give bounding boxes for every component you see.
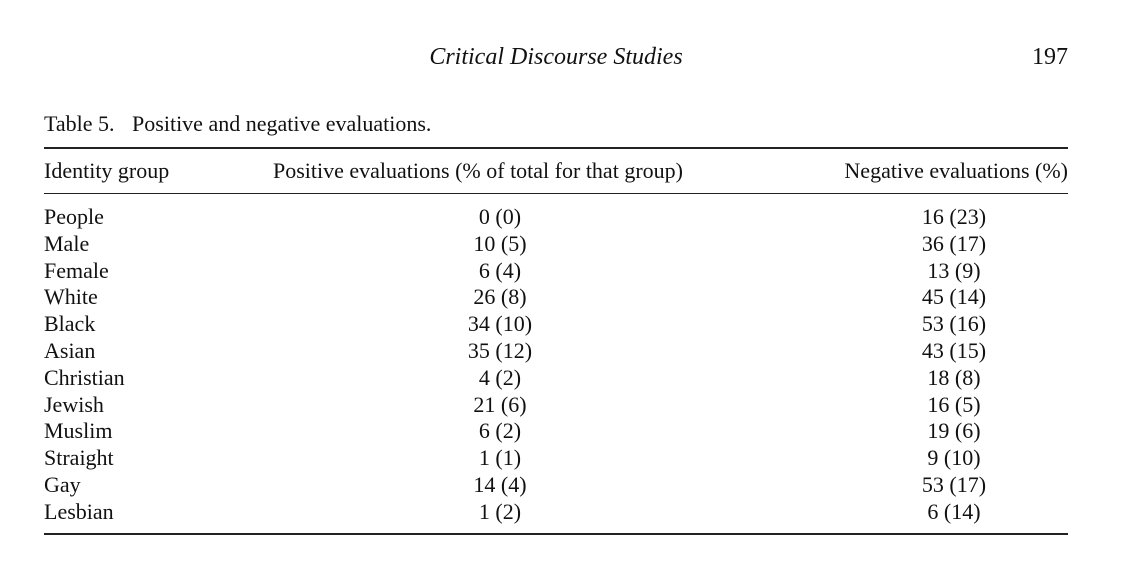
identity-group-cell: Gay bbox=[44, 471, 81, 497]
identity-group-cell: Lesbian bbox=[44, 498, 114, 524]
table-row: Christian 4 (2) 18 (8) bbox=[44, 365, 1068, 392]
negative-evaluations-cell: 18 (8) bbox=[927, 364, 981, 390]
negative-evaluations-cell: 16 (5) bbox=[927, 391, 981, 417]
negative-evaluations-cell: 45 (14) bbox=[921, 284, 987, 310]
positive-evaluations-cell: 21 (6) bbox=[473, 391, 527, 417]
positive-evaluations-cell: 35 (12) bbox=[467, 337, 533, 363]
positive-evaluations-cell: 1 (2) bbox=[478, 498, 522, 524]
table-row: Jewish 21 (6) 16 (5) bbox=[44, 392, 1068, 419]
positive-evaluations-cell: 10 (5) bbox=[473, 230, 527, 256]
identity-group-cell: White bbox=[44, 284, 98, 310]
table-row: Black 34 (10) 53 (16) bbox=[44, 311, 1068, 338]
table-row: White 26 (8) 45 (14) bbox=[44, 284, 1068, 311]
identity-group-cell: People bbox=[44, 204, 104, 229]
negative-evaluations-cell: 6 (14) bbox=[927, 498, 981, 524]
negative-evaluations-cell: 9 (10) bbox=[927, 445, 981, 471]
table-row: Gay 14 (4) 53 (17) bbox=[44, 472, 1068, 499]
table-header-rule bbox=[44, 193, 1068, 194]
table-label: Table 5. bbox=[44, 111, 115, 136]
negative-evaluations-cell: 53 (17) bbox=[921, 471, 987, 497]
identity-group-cell: Straight bbox=[44, 445, 114, 471]
table-row: People 0 (0) 16 (23) bbox=[44, 204, 1068, 231]
identity-group-cell: Christian bbox=[44, 364, 125, 390]
positive-evaluations-cell: 0 (0) bbox=[478, 204, 522, 229]
negative-evaluations-cell: 43 (15) bbox=[921, 337, 987, 363]
table-caption: Table 5. Positive and negative evaluatio… bbox=[44, 109, 431, 139]
table-bottom-rule bbox=[44, 533, 1068, 535]
table-row: Lesbian 1 (2) 6 (14) bbox=[44, 499, 1068, 526]
positive-evaluations-cell: 6 (2) bbox=[478, 418, 522, 444]
table-body: People 0 (0) 16 (23) Male 10 (5) 36 (17)… bbox=[44, 204, 1068, 526]
table-row: Female 6 (4) 13 (9) bbox=[44, 258, 1068, 285]
identity-group-cell: Muslim bbox=[44, 418, 113, 444]
positive-evaluations-cell: 6 (4) bbox=[478, 257, 522, 283]
negative-evaluations-cell: 13 (9) bbox=[927, 257, 981, 283]
table-caption-text: Positive and negative evaluations. bbox=[132, 111, 432, 136]
negative-evaluations-cell: 16 (23) bbox=[921, 204, 987, 229]
column-header-positive-evaluations: Positive evaluations (% of total for tha… bbox=[273, 158, 683, 183]
positive-evaluations-cell: 34 (10) bbox=[467, 311, 533, 337]
table-row: Male 10 (5) 36 (17) bbox=[44, 231, 1068, 258]
page-number: 197 bbox=[1032, 44, 1068, 70]
journal-title: Critical Discourse Studies bbox=[429, 44, 683, 70]
identity-group-cell: Asian bbox=[44, 337, 96, 363]
positive-evaluations-cell: 14 (4) bbox=[473, 471, 527, 497]
identity-group-cell: Jewish bbox=[44, 391, 104, 417]
identity-group-cell: Black bbox=[44, 311, 96, 337]
table-row: Asian 35 (12) 43 (15) bbox=[44, 338, 1068, 365]
identity-group-cell: Female bbox=[44, 257, 109, 283]
column-header-negative-evaluations: Negative evaluations (%) bbox=[844, 158, 1068, 183]
column-header-identity-group: Identity group bbox=[44, 158, 170, 183]
negative-evaluations-cell: 36 (17) bbox=[921, 230, 987, 256]
table-header-row: Identity group Positive evaluations (% o… bbox=[44, 156, 1068, 186]
negative-evaluations-cell: 19 (6) bbox=[927, 418, 981, 444]
running-head: Critical Discourse Studies 197 bbox=[0, 40, 1134, 74]
table-top-rule bbox=[44, 147, 1068, 149]
negative-evaluations-cell: 53 (16) bbox=[921, 311, 987, 337]
table-row: Straight 1 (1) 9 (10) bbox=[44, 445, 1068, 472]
identity-group-cell: Male bbox=[44, 230, 90, 256]
positive-evaluations-cell: 26 (8) bbox=[473, 284, 527, 310]
positive-evaluations-cell: 1 (1) bbox=[478, 445, 522, 471]
table-row: Muslim 6 (2) 19 (6) bbox=[44, 418, 1068, 445]
positive-evaluations-cell: 4 (2) bbox=[478, 364, 522, 390]
